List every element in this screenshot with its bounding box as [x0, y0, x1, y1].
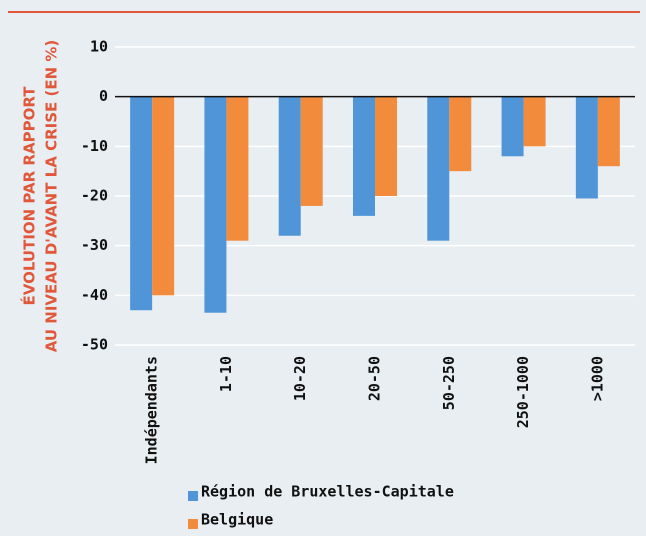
- bar: [427, 96, 450, 241]
- bar: [375, 96, 397, 196]
- bar: [449, 96, 472, 172]
- y-tick-label: -10: [81, 137, 108, 155]
- bar: [130, 96, 153, 311]
- x-tick-label: Indépendants: [143, 356, 161, 464]
- y-tick-label: -30: [81, 236, 108, 254]
- x-tick-label: >1000: [588, 356, 606, 401]
- y-tick-label: -20: [81, 187, 108, 205]
- bar: [152, 96, 175, 296]
- x-tick-label: 1-10: [217, 356, 235, 392]
- y-axis-label: AU NIVEAU D'AVANT LA CRISE (EN %): [43, 40, 61, 353]
- bar: [204, 96, 227, 313]
- legend-swatch: [188, 519, 198, 529]
- legend-label: Région de Bruxelles-Capitale: [201, 483, 454, 501]
- y-tick-label: -40: [81, 286, 108, 304]
- y-tick-label: -50: [81, 336, 108, 354]
- bar: [597, 96, 620, 167]
- bar: [523, 96, 546, 147]
- y-tick-label: 10: [90, 38, 108, 56]
- bar: [501, 96, 524, 157]
- x-tick-label: 20-50: [366, 356, 384, 401]
- y-tick-label: 0: [99, 87, 108, 105]
- x-tick-label: 50-250: [440, 356, 458, 410]
- x-tick-label: 250-1000: [514, 356, 532, 428]
- bar: [300, 96, 323, 206]
- y-axis-label: ÉVOLUTION PAR RAPPORT: [20, 86, 39, 306]
- bar: [226, 96, 249, 241]
- x-tick-label: 10-20: [291, 356, 309, 401]
- bar: [353, 96, 375, 216]
- legend-label: Belgique: [201, 511, 273, 529]
- legend-swatch: [188, 491, 198, 501]
- bar: [575, 96, 598, 199]
- bar: [278, 96, 301, 236]
